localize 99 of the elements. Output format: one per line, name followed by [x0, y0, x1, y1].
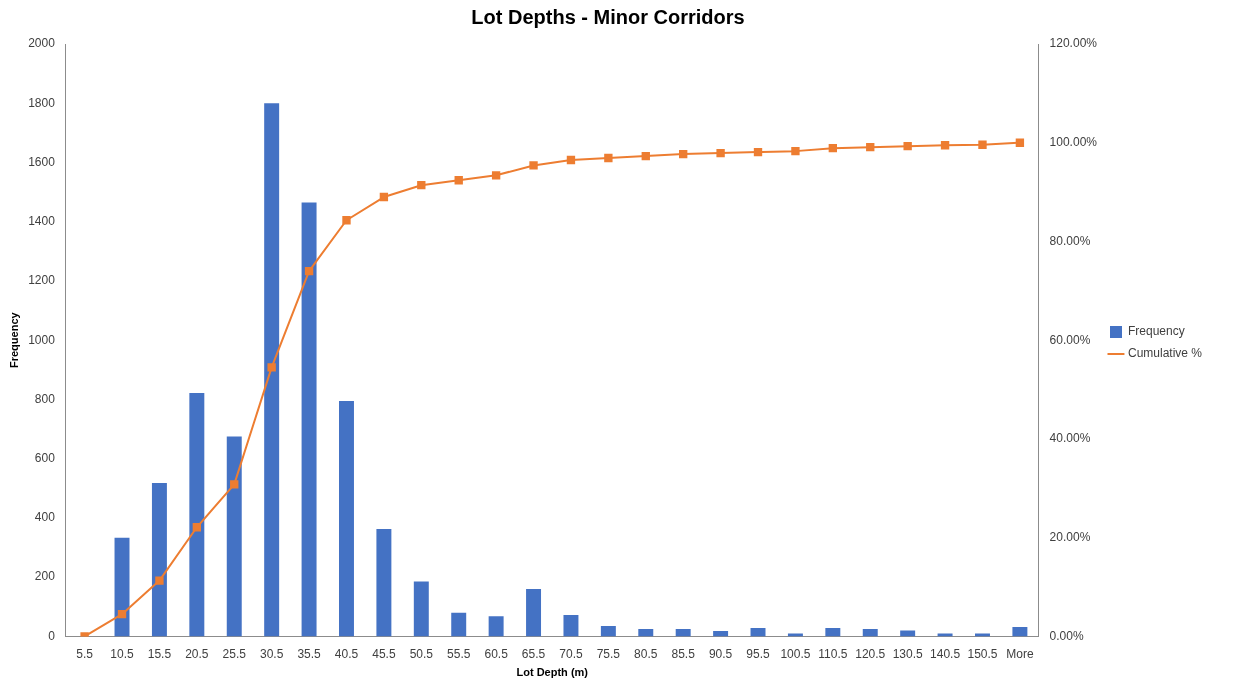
bar [151, 482, 167, 637]
point [940, 141, 950, 150]
point [117, 610, 127, 619]
point [491, 171, 501, 180]
y-tick-label: 400 [34, 510, 56, 525]
point [379, 192, 389, 202]
point [604, 153, 613, 163]
bar [301, 202, 317, 637]
x-tick-label: 10.5 [110, 646, 135, 661]
point [267, 363, 276, 372]
x-tick-label: 20.5 [185, 646, 209, 661]
bar [600, 626, 616, 637]
y2-tick-label: 40.00% [1049, 431, 1091, 446]
point [529, 161, 538, 170]
x-axis-title: Lot Depth (m) [516, 666, 589, 679]
x-tick-label: 65.5 [521, 646, 546, 661]
x-tick-label: 100.5 [780, 646, 811, 661]
x-tick-label: 70.5 [559, 646, 583, 661]
x-tick-label: 50.5 [409, 646, 434, 661]
y2-tick-label: 120.00% [1049, 36, 1098, 51]
point [454, 176, 463, 185]
bar [488, 616, 504, 637]
x-tick-label: 5.5 [76, 646, 94, 661]
bar [787, 633, 803, 637]
point [1015, 138, 1025, 147]
bar [862, 629, 878, 637]
bar [900, 630, 916, 637]
point [304, 266, 314, 276]
x-tick-label: 35.5 [297, 646, 322, 661]
bar [264, 103, 280, 637]
bar [713, 631, 729, 637]
y2-tick-label: 60.00% [1049, 332, 1091, 347]
bar [339, 400, 354, 637]
x-tick-label: 120.5 [855, 646, 886, 661]
x-tick-label: 150.5 [967, 646, 998, 661]
y-tick-label: 200 [34, 569, 56, 584]
bar [825, 628, 841, 637]
y2-tick-label: 80.00% [1049, 233, 1091, 248]
y-tick-label: 1600 [28, 154, 56, 169]
point [903, 142, 912, 151]
bar [750, 628, 766, 637]
y2-tick-label: 20.00% [1049, 529, 1091, 544]
x-tick-label: 130.5 [892, 646, 923, 661]
x-tick-label: More [1006, 646, 1034, 661]
bar [638, 629, 654, 637]
bar [451, 612, 467, 637]
x-tick-label: 40.5 [334, 646, 359, 661]
chart-title: Lot Depths - Minor Corridors [471, 5, 745, 28]
x-tick-label: 80.5 [634, 646, 658, 661]
y2-tick-label: 100.00% [1049, 135, 1098, 150]
bar [376, 528, 392, 637]
bar [526, 589, 542, 637]
point [866, 142, 875, 152]
bar [937, 633, 953, 637]
point [791, 146, 800, 156]
point [716, 148, 725, 158]
bar [114, 537, 130, 637]
legend-label: Cumulative % [1127, 346, 1203, 361]
x-tick-label: 60.5 [484, 646, 509, 661]
x-tick-label: 90.5 [708, 646, 733, 661]
x-tick-label: 25.5 [222, 646, 247, 661]
y-tick-label: 1000 [28, 332, 56, 347]
bar [675, 629, 691, 637]
y2-tick-label: 0.00% [1049, 628, 1084, 643]
x-tick-label: 140.5 [930, 646, 961, 661]
point [230, 480, 239, 489]
point [679, 149, 688, 159]
point [641, 151, 650, 161]
x-tick-label: 95.5 [746, 646, 771, 661]
point [192, 523, 202, 532]
x-tick-label: 110.5 [818, 646, 848, 661]
point [978, 140, 987, 149]
x-tick-label: 85.5 [671, 646, 696, 661]
bar [1012, 626, 1028, 637]
point [342, 216, 351, 225]
point [566, 155, 576, 165]
y-tick-label: 800 [34, 391, 56, 406]
y-tick-label: 1400 [28, 214, 56, 229]
point [753, 147, 763, 157]
legend-label: Frequency [1127, 324, 1185, 339]
y-tick-label: 1800 [28, 95, 56, 110]
bar [226, 436, 242, 637]
bar [563, 615, 579, 637]
y-tick-label: 2000 [28, 36, 56, 51]
point [828, 143, 838, 153]
point [155, 576, 164, 585]
bar [975, 633, 990, 637]
x-tick-label: 15.5 [147, 646, 172, 661]
x-tick-label: 55.5 [447, 646, 471, 661]
y-tick-label: 1200 [28, 273, 56, 288]
bar [413, 581, 429, 637]
x-tick-label: 30.5 [259, 646, 284, 661]
point [417, 181, 426, 190]
bar [189, 392, 205, 637]
y-axis-title: Frequency [7, 311, 20, 369]
y-tick-label: 0 [48, 628, 56, 643]
x-tick-label: 75.5 [596, 646, 621, 661]
y-tick-label: 600 [34, 450, 56, 465]
x-tick-label: 45.5 [372, 646, 396, 661]
